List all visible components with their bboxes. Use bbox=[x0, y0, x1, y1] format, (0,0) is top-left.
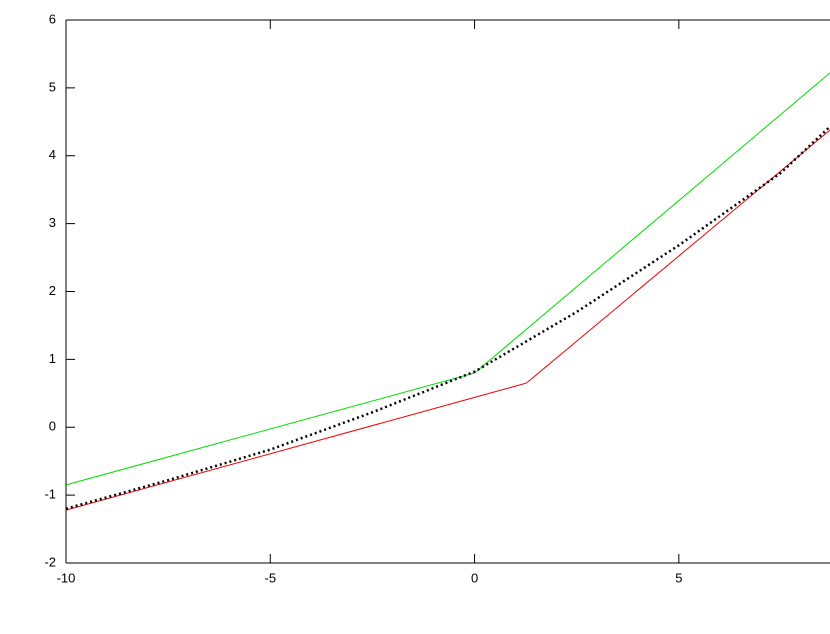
series-line bbox=[65, 125, 830, 510]
y-tick-label: 5 bbox=[49, 79, 56, 94]
y-tick-label: -1 bbox=[44, 487, 56, 502]
frame bbox=[65, 19, 830, 564]
y-tick-label: 6 bbox=[49, 11, 56, 26]
x-tick-label: 5 bbox=[675, 570, 682, 585]
x-tick-label: 0 bbox=[471, 570, 478, 585]
series-line bbox=[65, 72, 830, 486]
x-tick-label: -5 bbox=[264, 570, 276, 585]
y-tick-label: 1 bbox=[49, 351, 56, 366]
y-tick-label: 4 bbox=[49, 147, 56, 162]
series-line bbox=[65, 129, 830, 511]
y-tick-label: -2 bbox=[44, 554, 56, 569]
y-tick-label: 3 bbox=[49, 215, 56, 230]
y-tick-label: 0 bbox=[49, 419, 56, 434]
x-tick-label: -10 bbox=[57, 570, 76, 585]
y-tick-label: 2 bbox=[49, 283, 56, 298]
